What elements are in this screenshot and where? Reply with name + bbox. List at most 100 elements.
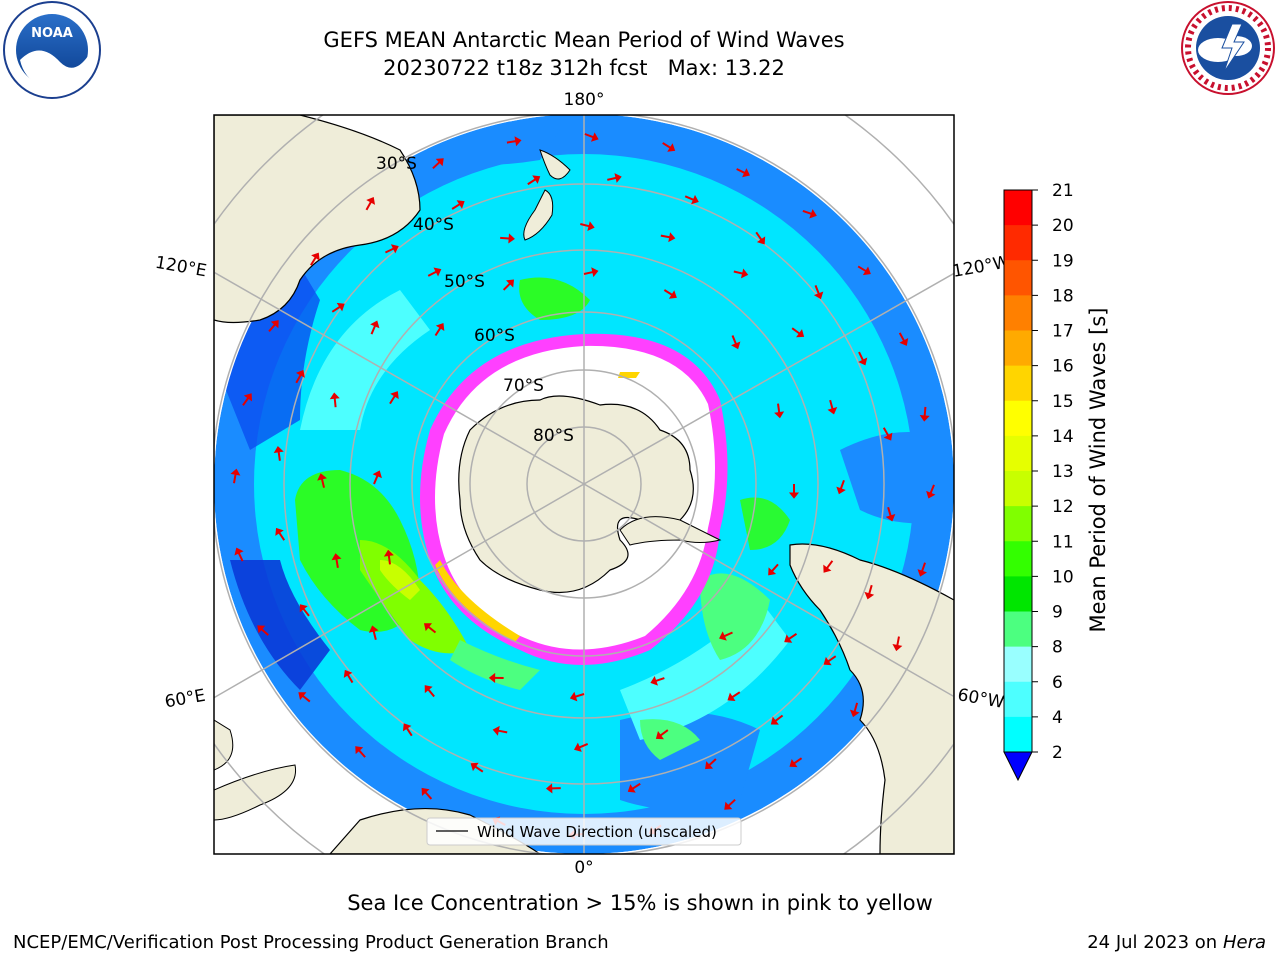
wind-arrow-shaft bbox=[708, 758, 717, 766]
wind-arrow-head bbox=[435, 158, 444, 167]
lat-label-30s: 30°S bbox=[376, 154, 417, 174]
wind-arrow-head bbox=[299, 604, 308, 613]
colorbar-band bbox=[1004, 646, 1032, 683]
colorbar-tick-label: 17 bbox=[1052, 322, 1074, 342]
meridian-label-60w: 60°W bbox=[956, 685, 1006, 713]
wind-arrow-head bbox=[372, 470, 382, 479]
wind-arrow-head bbox=[433, 267, 442, 277]
wind-arrow-shaft bbox=[829, 399, 834, 410]
wind-arrow-shaft bbox=[432, 161, 441, 170]
wind-arrow-head bbox=[823, 564, 832, 573]
colorbar-tick-label: 9 bbox=[1052, 603, 1063, 623]
meridian-label-120e: 120°E bbox=[154, 253, 208, 282]
footer-date: 24 Jul 2023 on Hera bbox=[1087, 932, 1266, 953]
legend: Wind Wave Direction (unscaled) bbox=[426, 817, 742, 846]
wind-arrow-shaft bbox=[474, 765, 484, 773]
wind-arrow-head bbox=[402, 723, 412, 732]
wind-arrow-shaft bbox=[788, 633, 798, 640]
colorbar-band bbox=[1004, 330, 1032, 367]
wind-arrow-shaft bbox=[387, 555, 391, 565]
wind-arrow-head bbox=[864, 591, 875, 600]
wind-arrow-shaft bbox=[660, 234, 670, 239]
wind-arrow-head bbox=[770, 716, 779, 725]
wind-arrow-shaft bbox=[406, 727, 413, 737]
wind-arrow-head bbox=[390, 391, 399, 400]
wind-arrow-shaft bbox=[278, 532, 286, 541]
noaa-logo-icon: NOAA bbox=[3, 1, 101, 99]
wind-arrow-shaft bbox=[302, 695, 311, 703]
wind-arrow-shaft bbox=[584, 133, 594, 139]
wind-arrow-head bbox=[917, 569, 928, 577]
legend-label: Wind Wave Direction (unscaled) bbox=[477, 823, 717, 841]
wind-arrow-head bbox=[784, 634, 793, 643]
wind-arrow-shaft bbox=[237, 552, 244, 562]
sea-ice-note: Sea Ice Concentration > 15% is shown in … bbox=[347, 891, 933, 915]
wind-arrow-head bbox=[667, 143, 676, 152]
wind-arrow-head bbox=[727, 692, 736, 702]
colorbar-tick-label: 13 bbox=[1052, 462, 1074, 482]
wind-arrow-head bbox=[827, 407, 838, 415]
colorbar-band bbox=[1004, 506, 1032, 542]
lat-label-40s: 40°S bbox=[413, 215, 454, 235]
wind-arrow-head bbox=[718, 631, 727, 641]
wind-arrow-head bbox=[488, 672, 496, 683]
wind-arrow-head bbox=[892, 644, 903, 652]
colorbar-band bbox=[1004, 611, 1032, 648]
wind-arrow-shaft bbox=[506, 140, 516, 144]
wind-arrow-head bbox=[587, 221, 595, 231]
wind-arrow-head bbox=[270, 320, 279, 329]
colorbar-tick-label: 18 bbox=[1052, 286, 1074, 306]
wind-arrow-shaft bbox=[277, 451, 281, 461]
wind-arrow-head bbox=[230, 468, 241, 476]
wind-arrow-head bbox=[858, 357, 868, 366]
colorbar-band bbox=[1004, 190, 1032, 226]
colorbar-tick-label: 6 bbox=[1052, 673, 1063, 693]
wind-arrow-head bbox=[731, 341, 741, 350]
wind-arrow-head bbox=[885, 514, 896, 522]
wind-arrow-shaft bbox=[731, 335, 737, 345]
meridian-label-0: 0° bbox=[574, 858, 593, 878]
wind-arrow-head bbox=[329, 392, 340, 400]
wind-arrow-head bbox=[788, 492, 800, 499]
wind-arrow-head bbox=[317, 473, 327, 481]
wind-arrow-shaft bbox=[365, 201, 372, 211]
map-area: 30°S 40°S 50°S 60°S 70°S 80°S Wind Wave … bbox=[214, 115, 954, 854]
wind-arrow-shaft bbox=[793, 757, 803, 765]
wind-arrow-head bbox=[740, 268, 749, 279]
wind-arrow-head bbox=[370, 320, 380, 329]
map-frame bbox=[213, 114, 955, 855]
colorbar-band bbox=[1004, 681, 1032, 718]
wind-arrow-shaft bbox=[233, 474, 237, 484]
colorbar-band bbox=[1004, 716, 1032, 753]
colorbar-tick-label: 14 bbox=[1052, 427, 1074, 447]
wind-arrow-shaft bbox=[295, 374, 302, 384]
colorbar-band bbox=[1004, 435, 1032, 472]
wind-arrow-shaft bbox=[302, 608, 310, 617]
wind-arrow-head bbox=[492, 725, 500, 736]
colorbar-tick-label: 8 bbox=[1052, 638, 1063, 658]
wind-arrow-shaft bbox=[427, 688, 435, 698]
wind-arrow-shaft bbox=[434, 327, 442, 337]
wind-arrow-shaft bbox=[331, 306, 341, 313]
wind-arrow-shaft bbox=[684, 195, 694, 201]
wind-arrow-shaft bbox=[727, 798, 736, 807]
wind-arrow-shaft bbox=[839, 479, 845, 490]
wind-arrow-head bbox=[257, 625, 266, 634]
colorbar-tick-label: 2 bbox=[1052, 743, 1063, 763]
wind-arrow-head bbox=[545, 783, 553, 794]
noaa-logo-text: NOAA bbox=[31, 26, 73, 41]
wind-arrow-head bbox=[724, 801, 733, 810]
colorbar-band bbox=[1004, 295, 1032, 331]
wind-arrow-shaft bbox=[857, 265, 867, 272]
wind-arrow-head bbox=[823, 656, 832, 666]
wind-arrow-shaft bbox=[853, 702, 859, 712]
colorbar-band bbox=[1004, 400, 1032, 437]
wind-arrow-shaft bbox=[774, 714, 784, 722]
wind-arrow-shaft bbox=[827, 655, 837, 663]
colorbar-band bbox=[1004, 471, 1032, 507]
wind-arrow-head bbox=[756, 236, 766, 245]
wind-arrow-shaft bbox=[868, 584, 873, 595]
wind-arrow-head bbox=[506, 279, 515, 288]
wind-arrow-head bbox=[423, 623, 433, 632]
